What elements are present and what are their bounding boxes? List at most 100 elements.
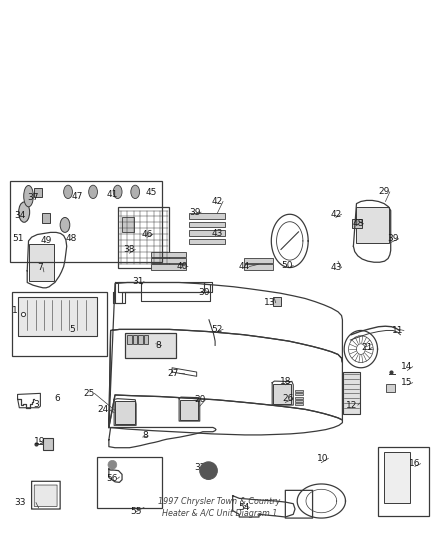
Text: 13: 13 (264, 298, 275, 307)
Bar (294, 393, 302, 395)
Bar (151, 252, 185, 257)
Text: 43: 43 (211, 229, 223, 238)
Bar (383, 452, 410, 503)
Text: 45: 45 (145, 189, 157, 197)
Bar (294, 390, 302, 392)
Bar (28, 244, 54, 281)
Ellipse shape (18, 202, 29, 222)
Text: 44: 44 (237, 262, 249, 271)
Text: 41: 41 (106, 190, 117, 199)
Text: 12: 12 (346, 401, 357, 409)
Text: 15: 15 (400, 378, 412, 387)
Bar (10, 181, 162, 262)
Text: 25: 25 (83, 389, 94, 398)
Text: 5: 5 (69, 325, 75, 334)
Bar (355, 207, 388, 243)
Text: 19: 19 (34, 437, 45, 446)
Text: 30: 30 (198, 288, 209, 296)
Bar (151, 258, 185, 263)
Text: 48: 48 (65, 235, 77, 243)
Circle shape (199, 462, 217, 479)
Bar (34, 188, 42, 197)
Bar (188, 213, 224, 219)
Bar (294, 403, 302, 405)
Text: 20: 20 (194, 395, 205, 404)
Text: 43: 43 (329, 263, 341, 272)
Bar (122, 217, 134, 232)
Text: 3: 3 (33, 400, 39, 408)
Text: 8: 8 (155, 341, 161, 350)
Bar (97, 457, 162, 508)
Bar (351, 219, 361, 228)
Text: 33: 33 (14, 498, 25, 507)
Ellipse shape (113, 185, 122, 199)
Bar (343, 372, 359, 414)
Text: 55: 55 (130, 507, 141, 516)
Text: 38: 38 (124, 245, 135, 254)
Bar (42, 213, 50, 223)
Text: 6: 6 (55, 394, 60, 403)
Bar (180, 400, 198, 420)
Bar (151, 264, 185, 270)
Text: 40: 40 (176, 262, 187, 271)
Bar (385, 384, 394, 392)
Bar (188, 230, 224, 236)
Bar (125, 333, 175, 358)
Text: 54: 54 (237, 503, 249, 512)
Text: 39: 39 (386, 235, 398, 243)
Ellipse shape (64, 185, 72, 199)
Bar (272, 297, 280, 306)
Bar (243, 258, 273, 263)
Ellipse shape (88, 185, 97, 199)
Text: 10: 10 (316, 454, 328, 463)
Text: 21: 21 (360, 343, 371, 352)
Text: 52: 52 (211, 325, 223, 334)
Text: 8: 8 (142, 432, 148, 440)
Text: 1997 Chrysler Town & Country
Heater & A/C Unit Diagram 1: 1997 Chrysler Town & Country Heater & A/… (158, 497, 280, 518)
Text: 18: 18 (280, 377, 291, 385)
Text: 29: 29 (378, 188, 389, 196)
Text: 48: 48 (351, 220, 363, 228)
Text: 16: 16 (408, 459, 420, 468)
Text: 14: 14 (400, 362, 412, 371)
Text: 32: 32 (194, 464, 205, 472)
Text: 51: 51 (13, 235, 24, 243)
Bar (294, 400, 302, 402)
Ellipse shape (24, 185, 33, 207)
Bar (133, 335, 137, 344)
Text: 39: 39 (189, 208, 201, 216)
Bar (12, 292, 106, 356)
Bar (127, 335, 131, 344)
Text: 42: 42 (329, 210, 341, 219)
Ellipse shape (131, 185, 139, 199)
Ellipse shape (60, 217, 70, 232)
Text: 49: 49 (40, 237, 52, 245)
Text: 26: 26 (281, 394, 293, 403)
FancyBboxPatch shape (34, 485, 57, 506)
Bar (188, 222, 224, 227)
Bar (138, 335, 142, 344)
Text: 47: 47 (71, 192, 82, 200)
Bar (294, 397, 302, 399)
Circle shape (108, 461, 117, 469)
Bar (243, 264, 273, 270)
Text: 1: 1 (12, 306, 18, 314)
Text: 42: 42 (211, 197, 223, 206)
Bar (377, 447, 428, 516)
Bar (272, 384, 291, 404)
Bar (115, 401, 135, 424)
Bar (188, 239, 224, 244)
Text: 50: 50 (281, 261, 293, 270)
Text: 11: 11 (392, 326, 403, 335)
Text: 27: 27 (167, 369, 179, 377)
Bar (18, 297, 96, 336)
Text: 56: 56 (106, 474, 117, 483)
Text: 31: 31 (132, 277, 144, 286)
Text: 24: 24 (97, 405, 109, 414)
Text: 46: 46 (141, 230, 152, 239)
Bar (144, 335, 148, 344)
Bar (43, 438, 53, 450)
Text: 7: 7 (37, 263, 43, 272)
Bar (117, 207, 169, 268)
Text: 37: 37 (27, 193, 39, 201)
